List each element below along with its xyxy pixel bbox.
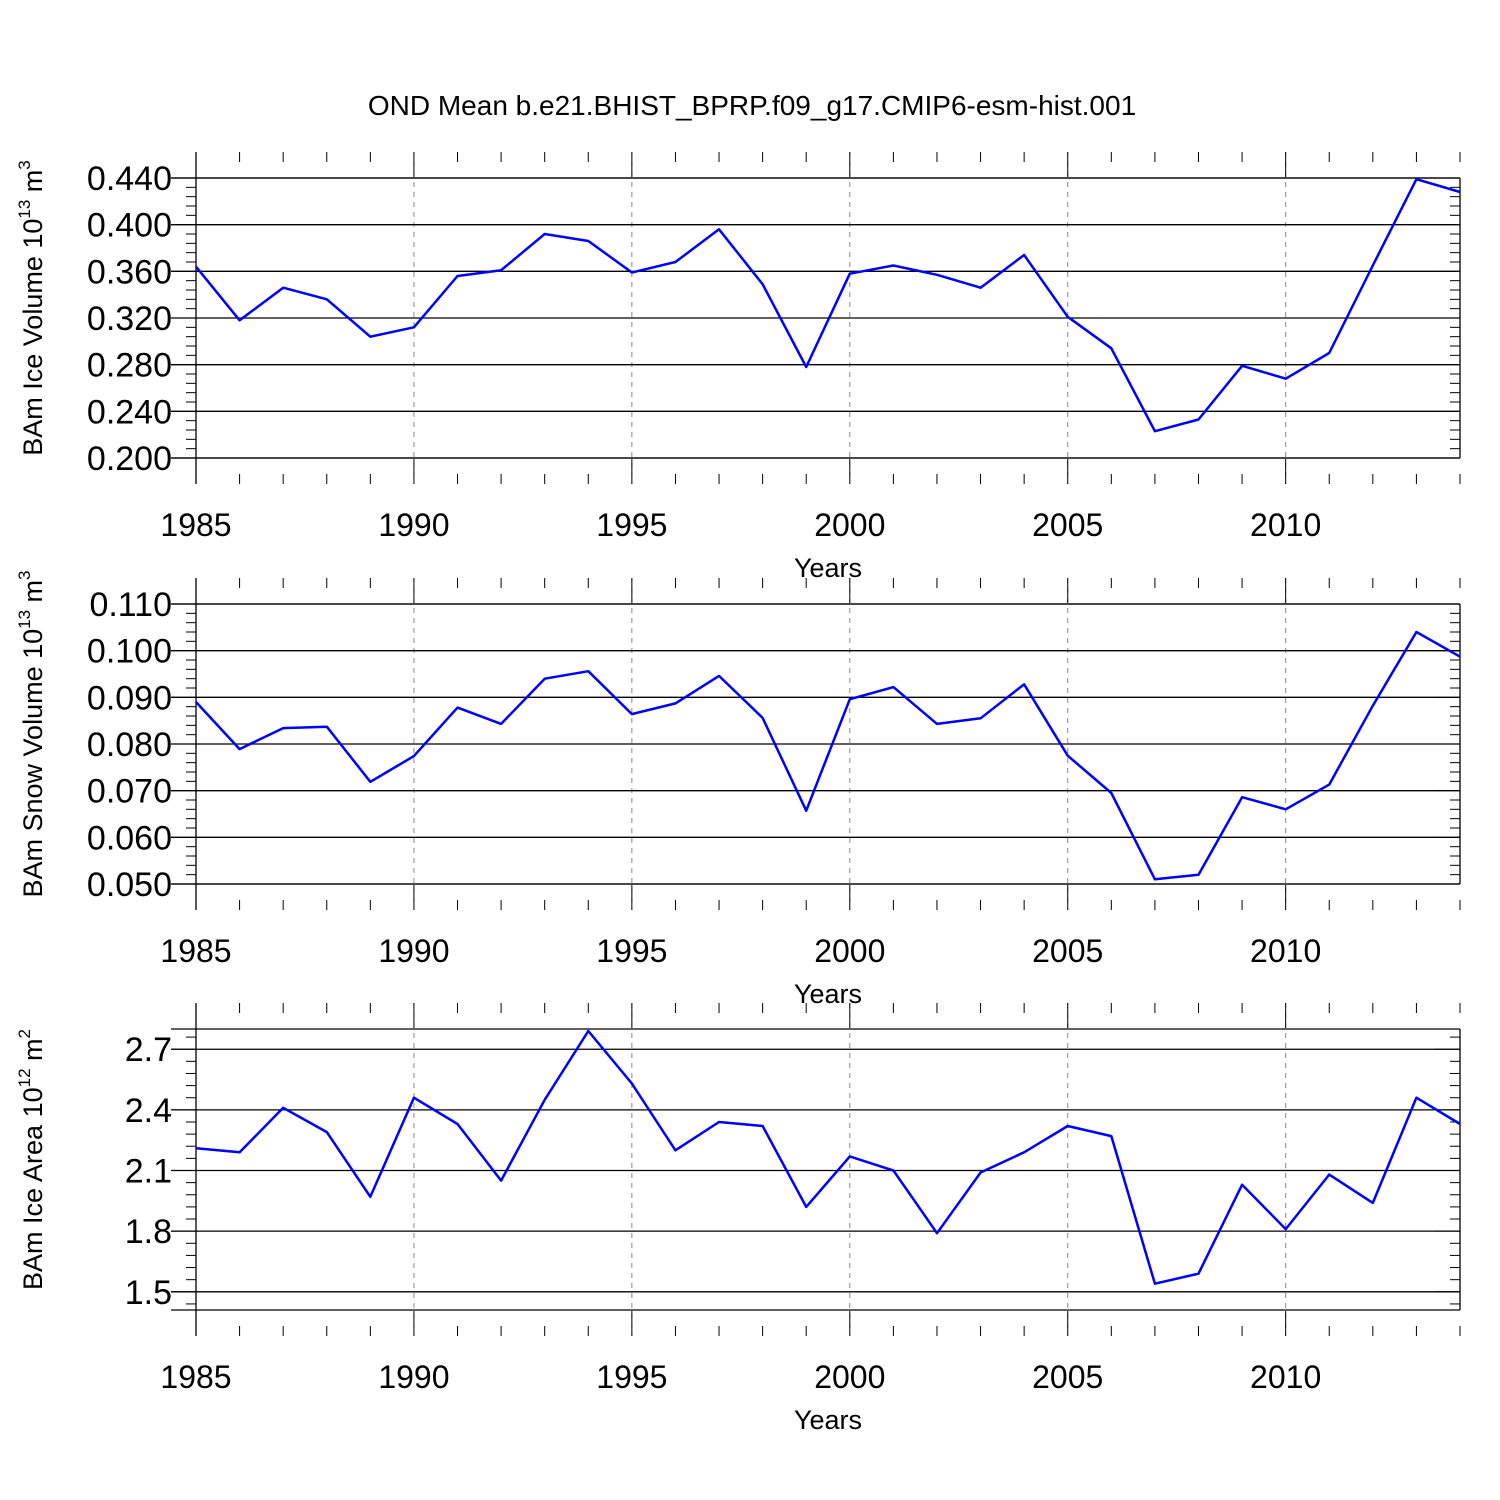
x-tick-label: 2005 xyxy=(1032,1359,1103,1395)
y-tick-label: 0.240 xyxy=(87,393,172,431)
x-tick-label: 2000 xyxy=(814,507,885,543)
x-axis-title: Years xyxy=(794,1405,862,1435)
y-tick-label: 0.400 xyxy=(87,207,172,245)
x-tick-label: 1990 xyxy=(378,507,449,543)
series-line-snow-volume xyxy=(195,630,1461,881)
panel-snow-volume: 1985 1990 1995 2000 2005 2010 Years 0.050 0.060 0… xyxy=(15,570,1461,1009)
y-tick-label: 0.440 xyxy=(87,160,172,198)
x-tick-label: 2010 xyxy=(1250,933,1321,969)
chart-title: OND Mean b.e21.BHIST_BPRP.f09_g17.CMIP6-… xyxy=(368,90,1136,121)
y-axis-title: BAm Ice Area 1012 m2 xyxy=(15,1029,48,1290)
chart-panels: 1985 1990 1995 2000 2005 2010 Years 0.200 0.240 0… xyxy=(15,152,1461,1435)
panel-ice-area: 1985 1990 1995 2000 2005 2010 Years 1.5 1.8 2.1 2.… xyxy=(15,1003,1461,1435)
series-line-ice-volume xyxy=(195,177,1461,433)
y-tick-label: 0.070 xyxy=(87,773,172,811)
x-tick-label: 2000 xyxy=(814,933,885,969)
x-tick-label: 1985 xyxy=(160,1359,231,1395)
y-axis-title: BAm Snow Volume 1013 m3 xyxy=(15,570,48,897)
y-tick-label: 2.1 xyxy=(125,1153,172,1191)
x-tick-label: 1990 xyxy=(378,1359,449,1395)
y-axis-title-exp: 13 xyxy=(15,610,34,629)
y-tick-label: 0.080 xyxy=(87,726,172,764)
series-line-ice-area xyxy=(195,1029,1461,1285)
y-tick-label: 0.320 xyxy=(87,300,172,338)
x-tick-label: 1985 xyxy=(160,507,231,543)
y-axis-title-unit: m xyxy=(18,170,48,200)
x-tick-label: 1995 xyxy=(596,1359,667,1395)
y-axis-title-unit-exp: 3 xyxy=(15,160,34,169)
x-tick-label: 2005 xyxy=(1032,933,1103,969)
y-tick-label: 2.4 xyxy=(125,1092,172,1130)
y-tick-label: 0.100 xyxy=(87,633,172,671)
x-tick-label: 2010 xyxy=(1250,507,1321,543)
y-tick-label: 2.7 xyxy=(125,1031,172,1069)
y-tick-label: 0.050 xyxy=(87,866,172,904)
x-axis-title: Years xyxy=(794,553,862,583)
y-axis-title-text: BAm Snow Volume 10 xyxy=(18,629,48,898)
panel-ice-volume: 1985 1990 1995 2000 2005 2010 Years 0.200 0.240 0… xyxy=(15,152,1461,583)
x-tick-label: 1990 xyxy=(378,933,449,969)
x-tick-label: 1995 xyxy=(596,933,667,969)
x-tick-label: 2005 xyxy=(1032,507,1103,543)
y-axis-title-exp: 12 xyxy=(15,1068,34,1087)
y-axis-title-text: BAm Ice Volume 10 xyxy=(18,219,48,456)
y-tick-label: 0.090 xyxy=(87,679,172,717)
y-axis-title-unit: m xyxy=(18,1038,48,1068)
y-tick-label: 0.110 xyxy=(89,586,172,624)
x-tick-label: 2010 xyxy=(1250,1359,1321,1395)
y-axis-title-unit-exp: 3 xyxy=(15,570,34,579)
y-tick-label: 0.200 xyxy=(87,440,172,478)
x-axis-title: Years xyxy=(794,979,862,1009)
y-axis-title-unit-exp: 2 xyxy=(15,1029,34,1038)
y-tick-label: 0.280 xyxy=(87,347,172,385)
y-tick-label: 0.060 xyxy=(87,819,172,857)
y-axis-title: BAm Ice Volume 1013 m3 xyxy=(15,160,48,456)
y-tick-label: 1.8 xyxy=(125,1213,172,1251)
y-axis-title-unit: m xyxy=(18,580,48,610)
x-tick-label: 1985 xyxy=(160,933,231,969)
y-axis-title-text: BAm Ice Area 10 xyxy=(18,1087,48,1290)
x-tick-label: 2000 xyxy=(814,1359,885,1395)
y-axis-title-exp: 13 xyxy=(15,200,34,219)
y-tick-label: 1.5 xyxy=(125,1274,172,1312)
x-tick-label: 1995 xyxy=(596,507,667,543)
y-tick-label: 0.360 xyxy=(87,253,172,291)
